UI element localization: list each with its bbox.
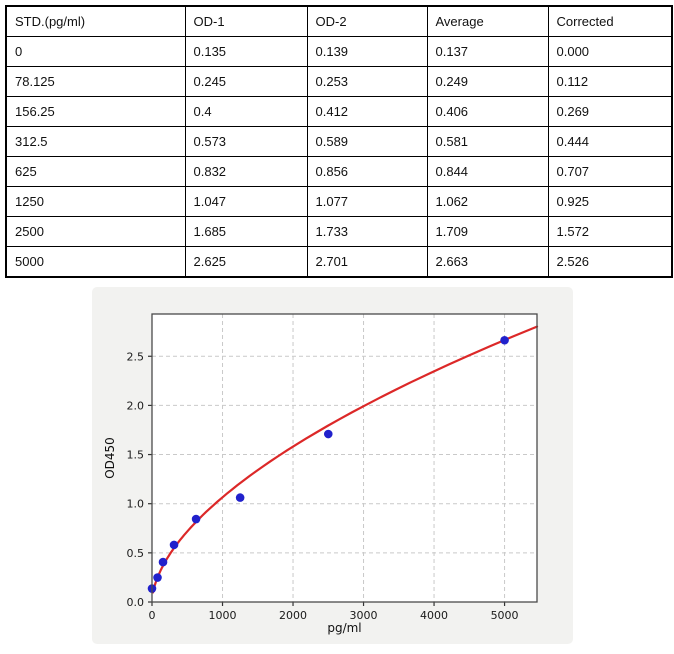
table-cell: 0.573 (184, 126, 308, 157)
table-cell: 5000 (5, 246, 186, 278)
table-cell: 0 (5, 36, 186, 67)
table-cell: 0.000 (547, 36, 673, 67)
y-tick-label: 0.0 (127, 596, 145, 609)
table-cell: 2.701 (306, 246, 428, 278)
table-header-row: STD.(pg/ml) OD-1 OD-2 Average Corrected (5, 5, 673, 37)
x-tick-label: 2000 (279, 609, 307, 622)
table-header-cell: OD-1 (184, 5, 308, 37)
table-cell: 0.406 (426, 96, 549, 127)
table-cell: 0.844 (426, 156, 549, 187)
table-cell: 0.112 (547, 66, 673, 97)
curve-plot: 0 1000 2000 3000 4000 5000 0.0 0.5 1.0 1.5 2.0 2.5 (127, 313, 539, 622)
x-axis-label: pg/ml (327, 621, 362, 635)
table-cell: 0.139 (306, 36, 428, 67)
table-cell: 0.444 (547, 126, 673, 157)
table-row: 78.125 0.245 0.253 0.249 0.112 (5, 66, 673, 97)
table-cell: 0.856 (306, 156, 428, 187)
table-cell: 0.589 (306, 126, 428, 157)
y-tick-label: 1.5 (127, 449, 145, 462)
table-cell: 0.581 (426, 126, 549, 157)
table-cell: 78.125 (5, 66, 186, 97)
plot-frame (151, 313, 538, 603)
x-tick-label: 5000 (491, 609, 519, 622)
table-cell: 1.685 (184, 216, 308, 247)
data-point (169, 540, 179, 550)
table-row: 156.25 0.4 0.412 0.406 0.269 (5, 96, 673, 127)
table-header-cell: STD.(pg/ml) (5, 5, 186, 37)
table-cell: 2.526 (547, 246, 673, 278)
standards-table: STD.(pg/ml) OD-1 OD-2 Average Corrected 0 0.1… (5, 5, 673, 278)
data-point (191, 514, 201, 524)
y-tick-label: 2.0 (127, 399, 145, 412)
table-row: 625 0.832 0.856 0.844 0.707 (5, 156, 673, 187)
table-row: 312.5 0.573 0.589 0.581 0.444 (5, 126, 673, 157)
table-cell: 2500 (5, 216, 186, 247)
table-cell: 0.135 (184, 36, 308, 67)
table-row: 0 0.135 0.139 0.137 0.000 (5, 36, 673, 67)
standard-curve-chart: 0 1000 2000 3000 4000 5000 0.0 0.5 1.0 1.5 2.0 2.5 … (92, 287, 573, 644)
y-tick-label: 1.0 (127, 498, 145, 511)
table-cell: 2.663 (426, 246, 549, 278)
table-cell: 1250 (5, 186, 186, 217)
y-tick-label: 2.5 (127, 350, 145, 363)
table-cell: 1.077 (306, 186, 428, 217)
table-cell: 0.269 (547, 96, 673, 127)
table-cell: 312.5 (5, 126, 186, 157)
table-cell: 0.249 (426, 66, 549, 97)
table-cell: 0.4 (184, 96, 308, 127)
plot-area (152, 314, 537, 602)
table-cell: 0.925 (547, 186, 673, 217)
table-header-cell: Corrected (547, 5, 673, 37)
table-cell: 156.25 (5, 96, 186, 127)
data-point (158, 557, 168, 567)
x-tick-label: 3000 (350, 609, 378, 622)
table-cell: 1.047 (184, 186, 308, 217)
table-row: 1250 1.047 1.077 1.062 0.925 (5, 186, 673, 217)
table-cell: 0.412 (306, 96, 428, 127)
data-point (235, 493, 245, 502)
table-cell: 0.137 (426, 36, 549, 67)
table-cell: 1.572 (547, 216, 673, 247)
table-row: 5000 2.625 2.701 2.663 2.526 (5, 246, 673, 278)
data-point (323, 429, 333, 439)
table-cell: 1.733 (306, 216, 428, 247)
table-cell: 1.709 (426, 216, 549, 247)
table-header-cell: OD-2 (306, 5, 428, 37)
data-point (500, 335, 509, 345)
x-tick-label: 1000 (209, 609, 237, 622)
table-cell: 0.832 (184, 156, 308, 187)
y-tick-label: 0.5 (127, 547, 145, 560)
table-cell: 0.253 (306, 66, 428, 97)
table-cell: 625 (5, 156, 186, 187)
table-cell: 0.245 (184, 66, 308, 97)
data-point (153, 573, 162, 582)
table-cell: 1.062 (426, 186, 549, 217)
table-cell: 0.707 (547, 156, 673, 187)
x-tick-label: 0 (149, 609, 156, 622)
x-tick-label: 4000 (420, 609, 448, 622)
table-cell: 2.625 (184, 246, 308, 278)
table-row: 2500 1.685 1.733 1.709 1.572 (5, 216, 673, 247)
y-axis-label: OD450 (103, 437, 117, 479)
table-header-cell: Average (426, 5, 549, 37)
